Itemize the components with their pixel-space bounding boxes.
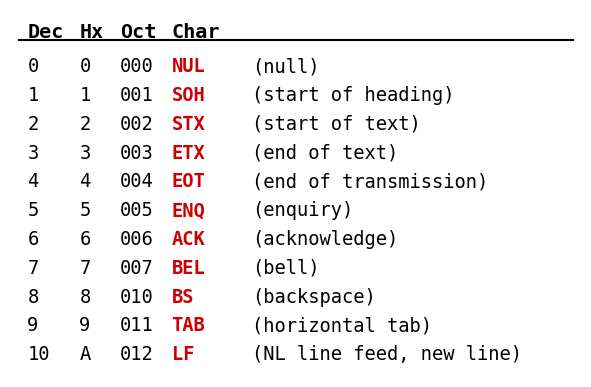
Text: 012: 012: [119, 345, 154, 364]
Text: 4: 4: [79, 172, 90, 191]
Text: 010: 010: [119, 288, 154, 307]
Text: 2: 2: [79, 115, 90, 134]
Text: Oct: Oct: [119, 22, 156, 41]
Text: Char: Char: [171, 22, 220, 41]
Text: (end of transmission): (end of transmission): [252, 172, 489, 191]
Text: (end of text): (end of text): [252, 144, 399, 163]
Text: NUL: NUL: [171, 57, 205, 76]
Text: 0: 0: [27, 57, 38, 76]
Text: A: A: [79, 345, 90, 364]
Text: 4: 4: [27, 172, 38, 191]
Text: (bell): (bell): [252, 259, 320, 278]
Text: 8: 8: [79, 288, 90, 307]
Text: ACK: ACK: [171, 230, 205, 249]
Text: 9: 9: [27, 317, 38, 336]
Text: ETX: ETX: [171, 144, 205, 163]
Text: 8: 8: [27, 288, 38, 307]
Text: (start of heading): (start of heading): [252, 86, 455, 105]
Text: (null): (null): [252, 57, 320, 76]
Text: (acknowledge): (acknowledge): [252, 230, 399, 249]
Text: (NL line feed, new line): (NL line feed, new line): [252, 345, 522, 364]
Text: 2: 2: [27, 115, 38, 134]
Text: EOT: EOT: [171, 172, 205, 191]
Text: 7: 7: [79, 259, 90, 278]
Text: 6: 6: [27, 230, 38, 249]
Text: 5: 5: [27, 201, 38, 220]
Text: 002: 002: [119, 115, 154, 134]
Text: 006: 006: [119, 230, 154, 249]
Text: 3: 3: [79, 144, 90, 163]
Text: 10: 10: [27, 345, 50, 364]
Text: 004: 004: [119, 172, 154, 191]
Text: 005: 005: [119, 201, 154, 220]
Text: (start of text): (start of text): [252, 115, 421, 134]
Text: 001: 001: [119, 86, 154, 105]
Text: 0: 0: [79, 57, 90, 76]
Text: 003: 003: [119, 144, 154, 163]
Text: 6: 6: [79, 230, 90, 249]
Text: 3: 3: [27, 144, 38, 163]
Text: (horizontal tab): (horizontal tab): [252, 317, 433, 336]
Text: 011: 011: [119, 317, 154, 336]
Text: TAB: TAB: [171, 317, 205, 336]
Text: ENQ: ENQ: [171, 201, 205, 220]
Text: BEL: BEL: [171, 259, 205, 278]
Text: LF: LF: [171, 345, 194, 364]
Text: BS: BS: [171, 288, 194, 307]
Text: SOH: SOH: [171, 86, 205, 105]
Text: (enquiry): (enquiry): [252, 201, 353, 220]
Text: Dec: Dec: [27, 22, 64, 41]
Text: STX: STX: [171, 115, 205, 134]
Text: (backspace): (backspace): [252, 288, 376, 307]
Text: Hx: Hx: [79, 22, 103, 41]
Text: 007: 007: [119, 259, 154, 278]
Text: 000: 000: [119, 57, 154, 76]
Text: 1: 1: [27, 86, 38, 105]
Text: 1: 1: [79, 86, 90, 105]
Text: 9: 9: [79, 317, 90, 336]
Text: 5: 5: [79, 201, 90, 220]
Text: 7: 7: [27, 259, 38, 278]
